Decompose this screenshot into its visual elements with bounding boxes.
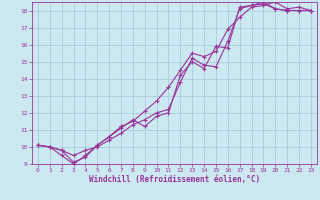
X-axis label: Windchill (Refroidissement éolien,°C): Windchill (Refroidissement éolien,°C) (89, 175, 260, 184)
